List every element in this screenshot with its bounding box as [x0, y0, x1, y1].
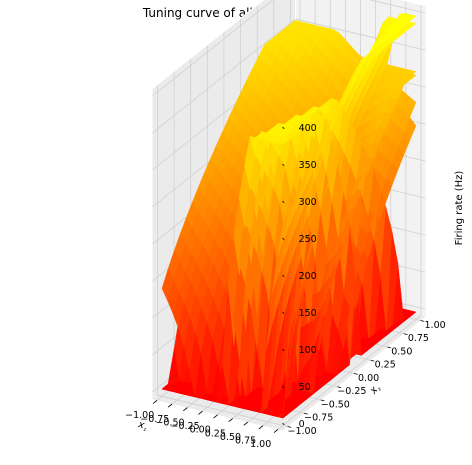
y-tick-label: 1.00 — [425, 320, 446, 331]
x-tick-mark — [229, 419, 233, 422]
z-tick-label: 0 — [299, 419, 305, 430]
x-tick-mark — [183, 408, 187, 411]
x-tick-mark — [244, 422, 248, 425]
z-tick-label: 150 — [299, 308, 317, 319]
y-tick-label: 0.50 — [391, 347, 412, 358]
x-tick-mark — [153, 400, 157, 403]
x-tick-mark — [274, 429, 278, 432]
z-tick-label: 200 — [299, 271, 317, 282]
x-tick-label: 1.00 — [250, 439, 271, 450]
y-tick-label: 0.00 — [358, 373, 379, 384]
z-tick-label: 400 — [299, 123, 317, 134]
y-tick-label: 0.75 — [408, 333, 429, 344]
y-axis-label: x₂ — [367, 382, 383, 397]
x-tick-mark — [168, 404, 172, 407]
z-tick-label: 100 — [299, 345, 317, 356]
x-tick-mark — [259, 426, 263, 429]
y-tick-label: −0.75 — [304, 413, 333, 424]
z-tick-label: 300 — [299, 197, 317, 208]
z-tick-label: 250 — [299, 234, 317, 245]
z-tick-label: 350 — [299, 160, 317, 171]
y-tick-label: 0.25 — [375, 360, 396, 371]
x-tick-mark — [198, 411, 202, 414]
y-tick-label: −0.25 — [337, 386, 366, 397]
z-axis-label: Firing rate (Hz) — [454, 171, 465, 246]
y-tick-label: −0.50 — [321, 400, 350, 411]
x-tick-mark — [214, 415, 218, 418]
z-tick-label: 50 — [299, 382, 311, 393]
